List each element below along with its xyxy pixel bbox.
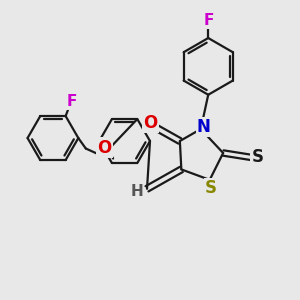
Text: N: N xyxy=(197,118,211,136)
Text: S: S xyxy=(251,148,263,166)
Text: F: F xyxy=(204,13,214,28)
Text: F: F xyxy=(66,94,77,109)
Text: O: O xyxy=(143,114,158,132)
Text: H: H xyxy=(130,184,143,199)
Text: O: O xyxy=(98,139,112,157)
Text: S: S xyxy=(205,179,217,197)
